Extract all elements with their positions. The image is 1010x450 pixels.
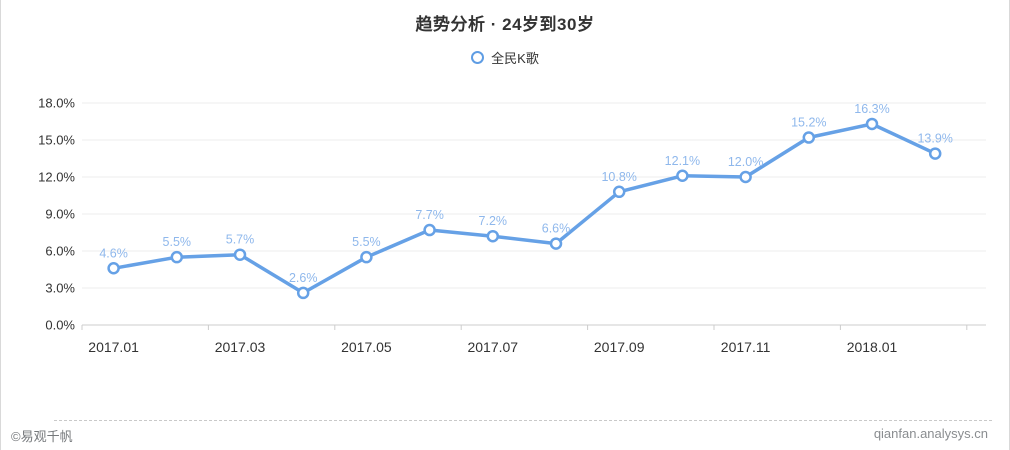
data-point[interactable] — [107, 262, 120, 275]
site-url-label: qianfan.analysys.cn — [873, 426, 988, 441]
point-value-label: 5.5% — [163, 235, 192, 249]
data-point[interactable] — [676, 169, 689, 183]
data-point[interactable] — [928, 147, 942, 160]
point-value-label: 10.8% — [601, 170, 636, 184]
legend-item-quanmin-kge[interactable]: 全民K歌 — [1, 48, 1009, 67]
y-axis-label: 12.0% — [38, 170, 75, 185]
legend-circle-icon — [471, 51, 485, 64]
x-axis-label: 2017.09 — [594, 339, 645, 355]
x-axis-label: 2017.03 — [215, 339, 266, 355]
data-point[interactable] — [296, 286, 310, 300]
point-value-label: 13.9% — [917, 132, 952, 146]
data-point[interactable] — [423, 223, 436, 237]
data-point[interactable] — [865, 117, 879, 131]
x-axis-label: 2017.11 — [721, 339, 771, 355]
y-axis-label: 0.0% — [45, 318, 75, 333]
point-value-label: 7.7% — [415, 208, 444, 222]
point-value-label: 2.6% — [289, 271, 318, 285]
data-point[interactable] — [612, 185, 626, 199]
data-point[interactable] — [739, 170, 752, 184]
data-point[interactable] — [233, 248, 247, 261]
x-axis-label: 2017.01 — [88, 339, 139, 355]
point-value-label: 12.0% — [728, 155, 763, 169]
x-axis-label: 2017.05 — [341, 339, 392, 355]
data-point[interactable] — [549, 237, 563, 250]
series-line — [111, 122, 937, 295]
data-point[interactable] — [360, 250, 373, 264]
point-value-label: 4.6% — [99, 246, 128, 260]
chart-title: 趋势分析 · 24岁到30岁 — [415, 15, 595, 34]
point-value-label: 7.2% — [479, 214, 508, 228]
data-point[interactable] — [170, 250, 184, 264]
point-value-label: 15.2% — [791, 116, 826, 130]
x-axis-label: 2018.01 — [847, 339, 898, 355]
point-value-label: 5.7% — [226, 233, 255, 247]
point-value-label: 5.5% — [352, 235, 381, 249]
x-axis-label: 2017.07 — [467, 339, 518, 355]
copyright-label: ©易观千帆 — [11, 429, 73, 444]
footer-divider — [54, 420, 992, 421]
y-axis-label: 15.0% — [38, 133, 75, 148]
y-axis-label: 3.0% — [45, 281, 75, 296]
point-value-label: 16.3% — [854, 102, 889, 116]
y-axis-label: 9.0% — [45, 207, 75, 222]
legend-label: 全民K歌 — [491, 51, 539, 66]
point-value-label: 6.6% — [542, 222, 571, 236]
data-point[interactable] — [802, 131, 816, 144]
y-axis-label: 6.0% — [45, 244, 75, 259]
point-value-label: 12.1% — [665, 154, 700, 168]
data-point[interactable] — [486, 229, 500, 243]
y-axis-label: 18.0% — [38, 96, 75, 111]
